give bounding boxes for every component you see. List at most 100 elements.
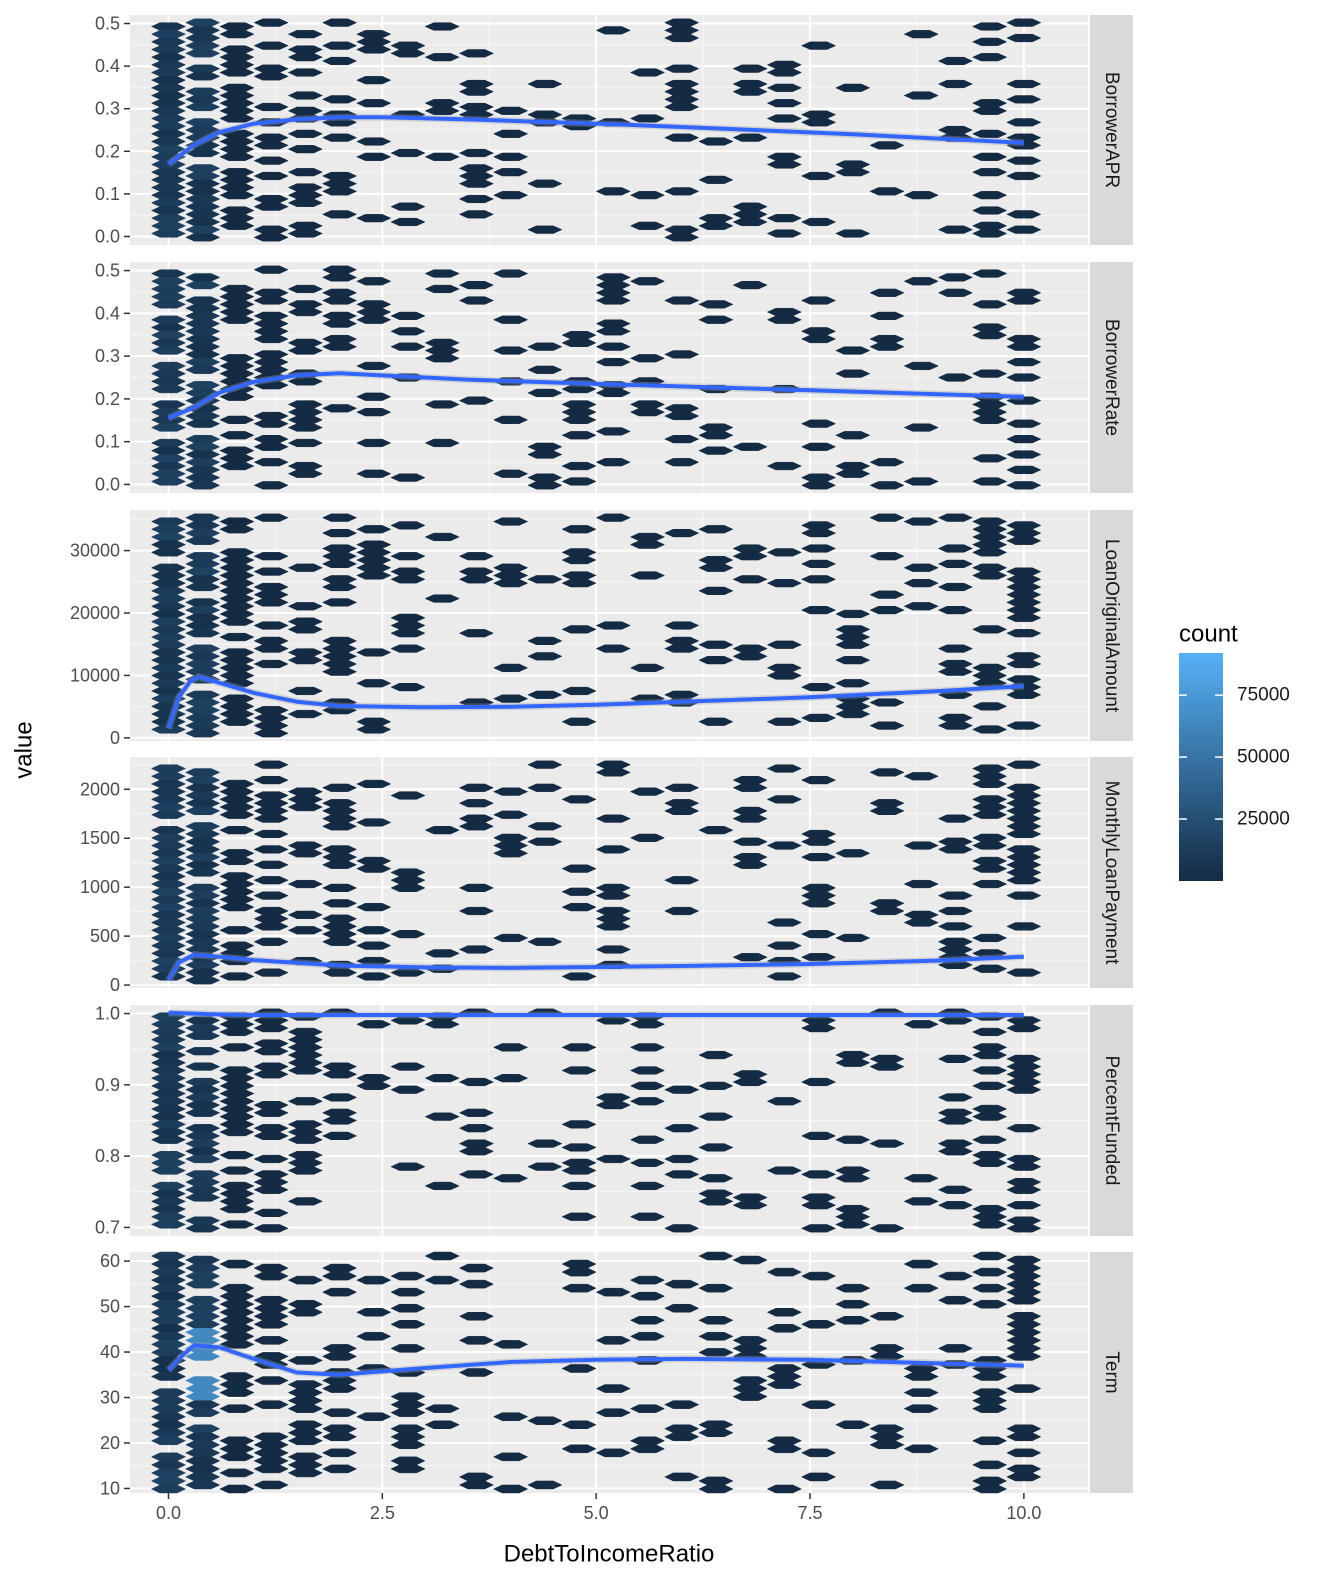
hexbin-cell <box>287 1468 323 1478</box>
hexbin-cell <box>972 841 1008 850</box>
hexbin-cell <box>185 1031 221 1040</box>
hexbin-cell <box>287 709 323 719</box>
hexbin-cell <box>869 906 905 916</box>
hexbin-cell <box>185 1224 221 1233</box>
hexbin-cell <box>185 365 221 374</box>
hexbin-cell <box>253 233 289 242</box>
hexbin-cell <box>664 1085 700 1094</box>
hexbin-cell <box>937 79 974 89</box>
hexbin-cell <box>595 644 631 653</box>
hexbin-cell <box>869 768 905 777</box>
hexbin-cell <box>972 1484 1008 1494</box>
hexbin-cell <box>219 1151 255 1160</box>
hexbin-cell <box>253 1224 289 1233</box>
hexbin-cell <box>972 1436 1008 1446</box>
hexbin-cell <box>766 99 802 108</box>
facet-strip-label: BorrowerAPR <box>1101 72 1122 188</box>
hexbin-cell <box>287 686 323 696</box>
hexbin-cell <box>321 822 358 831</box>
hexbin-cell <box>732 575 768 584</box>
hexbin-cell <box>321 187 358 196</box>
hexbin-cell <box>629 1316 666 1325</box>
hexbin-cell <box>527 690 563 699</box>
hexbin-cell <box>253 598 289 607</box>
hexbin-cell <box>219 1027 255 1037</box>
hexbin-cell <box>664 1472 700 1482</box>
hexbin-cell <box>1006 481 1042 490</box>
hexbin-cell <box>869 721 905 730</box>
hexbin-cell <box>732 442 768 451</box>
hexbin-cell <box>629 221 666 230</box>
hexbin-cell <box>561 1143 597 1152</box>
hexbin-cell <box>664 1303 700 1313</box>
hexbin-cell <box>185 1047 221 1056</box>
hexbin-cell <box>219 972 255 981</box>
hexbin-cell <box>903 841 939 850</box>
hexbin-cell <box>493 152 529 161</box>
hexbin-cell <box>835 849 871 858</box>
hexbin-cell <box>424 400 460 409</box>
hexbin-cell <box>185 102 221 112</box>
hexbin-cell <box>800 1201 837 1210</box>
hexbin-cell <box>185 233 221 242</box>
hexbin-cell <box>800 1271 837 1281</box>
hexbin-cell <box>493 810 529 819</box>
hexbin-cell <box>732 783 768 792</box>
hexbin-cell <box>1006 1085 1042 1094</box>
hexbin-cell <box>664 906 700 916</box>
hexbin-cell <box>664 33 700 43</box>
hexbin-cell <box>321 529 358 538</box>
hexbin-cell <box>629 408 666 417</box>
facet-strip-background <box>1090 1252 1133 1493</box>
hexbin-cell <box>972 625 1008 634</box>
y-tick-label: 0.7 <box>95 1217 120 1237</box>
hexbin-cell <box>664 644 700 653</box>
hexbin-cell <box>629 277 666 286</box>
hexbin-cell <box>424 1074 460 1083</box>
hexbin-cell <box>937 1093 974 1102</box>
hexbin-cell <box>800 529 837 538</box>
hexbin-cell <box>629 191 666 200</box>
hexbin-cell <box>561 1166 597 1175</box>
hexbin-cell <box>629 833 666 842</box>
hexbin-cell <box>1006 1448 1042 1458</box>
hexbin-cell <box>253 1185 289 1194</box>
hexbin-cell <box>595 1384 631 1393</box>
facet-panel-PercentFunded: PercentFunded 0.7 0.8 0.9 1.0 <box>95 1004 1133 1237</box>
hexbin-cell <box>527 760 563 769</box>
y-tick-label: 20000 <box>70 603 120 623</box>
hexbin-cell <box>972 1404 1008 1413</box>
hexbin-cell <box>800 853 837 862</box>
hexbin-cell <box>766 841 802 850</box>
hexbin-cell <box>390 327 426 336</box>
hexbin-cell <box>356 408 392 417</box>
hexbin-cell <box>219 431 255 440</box>
hexbin-cell <box>287 1135 323 1144</box>
hexbin-cell <box>185 582 221 592</box>
hexbin-cell <box>287 1275 323 1285</box>
hexbin-cell <box>766 160 802 169</box>
y-tick-label: 0.4 <box>95 56 120 76</box>
hexbin-cell <box>1006 118 1042 127</box>
hexbin-cell <box>219 114 255 123</box>
hexbin-cell <box>1006 79 1042 89</box>
hexbin-cell <box>219 1452 255 1462</box>
hexbin-cell <box>321 1432 358 1442</box>
hexbin-cell <box>903 30 939 39</box>
hexbin-cell <box>390 49 426 58</box>
hexbin-cell <box>835 431 871 440</box>
facet-panel-MonthlyLoanPayment: MonthlyLoanPayment 0 500 1000 1500 2000 <box>80 757 1133 995</box>
hexbin-cell <box>903 918 939 927</box>
hexbin-cell <box>800 1472 837 1482</box>
legend-tick-label: 50000 <box>1237 747 1290 768</box>
hexbin-cell <box>698 1174 734 1183</box>
hexbin-cell <box>903 277 939 286</box>
hexbin-cell <box>390 883 426 892</box>
hexbin-cell <box>321 210 358 219</box>
hexbin-cell <box>972 879 1008 889</box>
hexbin-cell <box>219 1127 255 1137</box>
hexbin-cell <box>972 1220 1008 1229</box>
hexbin-cell <box>972 1251 1008 1261</box>
hexbin-cell <box>1006 1472 1042 1482</box>
